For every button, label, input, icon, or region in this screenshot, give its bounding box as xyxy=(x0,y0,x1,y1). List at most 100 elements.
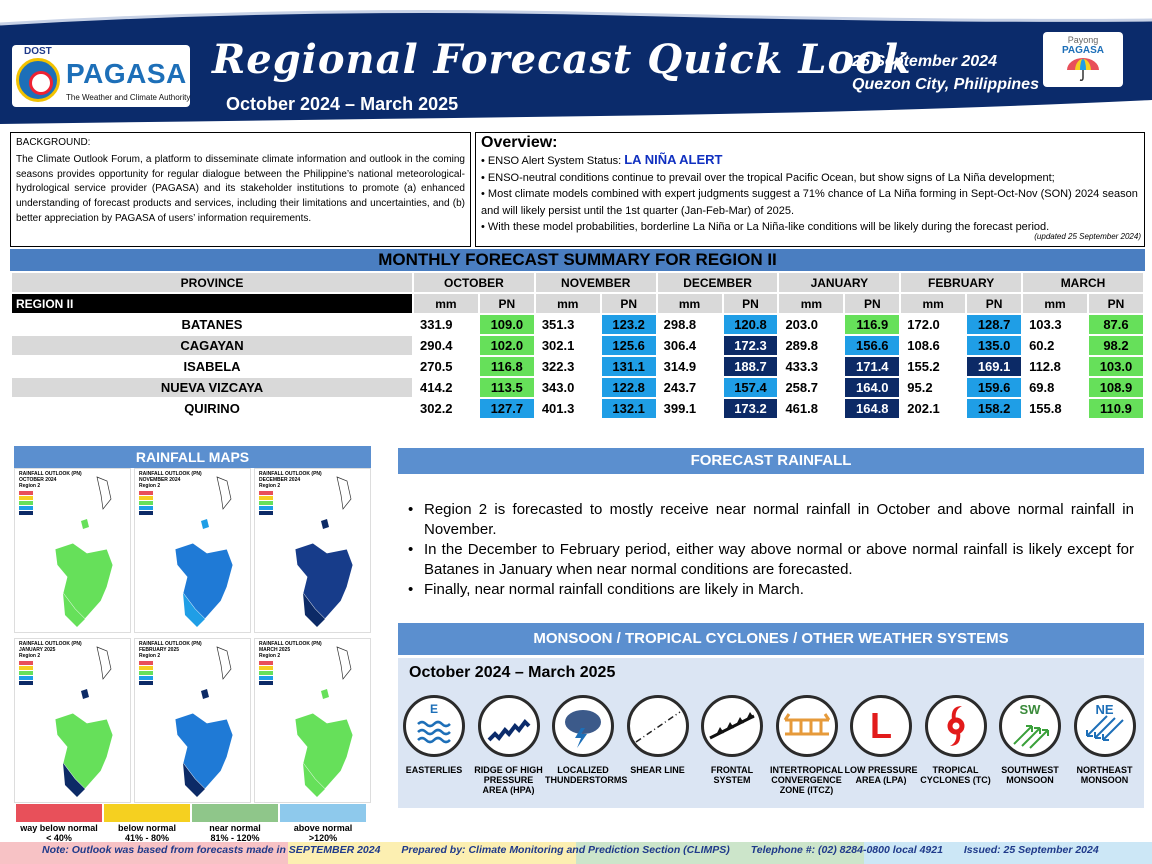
mm-cell: 289.8 xyxy=(779,336,844,355)
province-cell: NUEVA VIZCAYA xyxy=(12,378,412,397)
philippines-inset-map xyxy=(216,646,232,680)
mm-cell: 433.3 xyxy=(779,357,844,376)
shear-line-icon xyxy=(626,695,689,757)
philippines-inset-map xyxy=(336,646,352,680)
batanes-island xyxy=(81,519,89,529)
map-month: NOVEMBER 2024 xyxy=(139,477,181,483)
pn-cell: 103.0 xyxy=(1088,357,1143,376)
weather-system-item: TROPICAL CYCLONES (TC) xyxy=(918,695,994,785)
weather-system-label: TROPICAL CYCLONES (TC) xyxy=(920,765,991,785)
scale-label-name: way below normal xyxy=(20,823,98,833)
southern-province xyxy=(303,593,325,627)
pn-cell: 110.9 xyxy=(1088,399,1143,418)
map-month: DECEMBER 2024 xyxy=(259,477,301,483)
pn-cell: 171.4 xyxy=(845,357,900,376)
mm-cell: 343.0 xyxy=(535,378,600,397)
mm-cell: 95.2 xyxy=(901,378,966,397)
mm-cell: 399.1 xyxy=(657,399,722,418)
weather-system-item: NE NORTHEAST MONSOON xyxy=(1067,695,1143,785)
overview-heading: Overview: xyxy=(481,134,558,151)
month-header: JANUARY xyxy=(779,273,900,292)
pn-cell: 128.7 xyxy=(967,315,1022,334)
map-title: RAINFALL OUTLOOK (PN) xyxy=(139,471,202,477)
map-region: Region 2 xyxy=(259,653,281,659)
weather-system-item: FRONTAL SYSTEM xyxy=(694,695,770,785)
lpa-icon: L xyxy=(850,695,912,757)
zigzag-glyph xyxy=(487,718,530,742)
weather-system-label: LOCALIZED THUNDERSTORMS xyxy=(545,765,628,785)
month-header-row: PROVINCE OCTOBER NOVEMBER DECEMBER JANUA… xyxy=(12,273,1143,292)
northeast-monsoon-icon: NE xyxy=(1073,695,1136,757)
weather-system-label: EASTERLIES xyxy=(405,765,463,775)
mm-cell: 461.8 xyxy=(779,399,844,418)
map-legend-swatch xyxy=(139,661,153,665)
mm-cell: 331.9 xyxy=(414,315,478,334)
map-legend-swatch xyxy=(139,501,153,505)
map-legend-swatch xyxy=(19,496,33,500)
scale-label-range: 81% - 120% xyxy=(210,833,260,843)
map-legend xyxy=(19,661,49,685)
scale-label: below normal 41% - 80% xyxy=(104,823,190,843)
scale-swatch xyxy=(104,804,190,822)
region-map-graphic xyxy=(174,646,234,797)
pn-cell: 169.1 xyxy=(967,357,1022,376)
mm-cell: 203.0 xyxy=(779,315,844,334)
map-legend xyxy=(259,661,289,685)
map-legend-swatch xyxy=(259,491,273,495)
ladder-glyph xyxy=(783,713,830,736)
philippines-inset-map xyxy=(96,476,112,510)
mm-cell: 60.2 xyxy=(1023,336,1087,355)
list-item: Region 2 is forecasted to mostly receive… xyxy=(408,500,1134,539)
pn-cell: 157.4 xyxy=(723,378,778,397)
map-title: RAINFALL OUTLOOK (PN) DECEMBER 2024 Region… xyxy=(259,471,322,489)
map-legend xyxy=(259,491,289,515)
map-region: Region 2 xyxy=(19,653,41,659)
issue-place: Quezon City, Philippines xyxy=(852,76,1039,93)
issue-date: 25 September 2024 xyxy=(852,53,997,70)
pn-cell: 164.8 xyxy=(845,399,900,418)
map-legend-swatch xyxy=(259,511,273,515)
region-map-graphic xyxy=(294,646,354,797)
weather-system-label: INTERTROPICAL CONVERGENCE ZONE (ITCZ) xyxy=(770,765,843,795)
mm-cell: 322.3 xyxy=(535,357,600,376)
easterlies-icon: E xyxy=(403,695,465,757)
table-row: NUEVA VIZCAYA 414.2 113.5 343.0 122.8 243.7 15… xyxy=(12,378,1143,397)
scale-swatch xyxy=(16,804,102,822)
region-ii-mainland xyxy=(174,542,234,620)
month-header: DECEMBER xyxy=(657,273,778,292)
southern-province xyxy=(63,593,85,627)
scale-swatch xyxy=(280,804,366,822)
rainfall-map: RAINFALL OUTLOOK (PN) OCTOBER 2024 Region … xyxy=(14,468,131,633)
weather-system-label: LOW PRESSURE AREA (LPA) xyxy=(844,765,918,785)
weather-systems-title: MONSOON / TROPICAL CYCLONES / OTHER WEAT… xyxy=(398,623,1144,655)
map-region: Region 2 xyxy=(139,483,161,489)
header-banner xyxy=(0,0,1152,126)
rainfall-map: RAINFALL OUTLOOK (PN) JANUARY 2025 Region … xyxy=(14,638,131,803)
mm-header: mm xyxy=(535,294,600,313)
pn-cell: 172.3 xyxy=(723,336,778,355)
mm-cell: 243.7 xyxy=(657,378,722,397)
pagasa-seal-icon xyxy=(16,58,60,102)
pn-cell: 173.2 xyxy=(723,399,778,418)
map-legend xyxy=(19,491,49,515)
map-legend-swatch xyxy=(19,661,33,665)
mm-cell: 155.8 xyxy=(1023,399,1087,418)
pn-cell: 113.5 xyxy=(479,378,534,397)
map-legend-swatch xyxy=(139,681,153,685)
mm-cell: 202.1 xyxy=(901,399,966,418)
scale-label-name: above normal xyxy=(293,823,353,833)
weather-system-item: LOCALIZED THUNDERSTORMS xyxy=(545,695,628,785)
map-region: Region 2 xyxy=(19,483,41,489)
unit-header-row: REGION II mm PN mm PN mm PN mm PN mm PN mm PN xyxy=(12,294,1143,313)
map-legend-swatch xyxy=(139,491,153,495)
month-header: OCTOBER xyxy=(414,273,534,292)
umbrella-icon xyxy=(1067,58,1099,81)
scale-label-name: below normal xyxy=(117,823,176,833)
table-row: BATANES 331.9 109.0 351.3 123.2 298.8 120.8 203… xyxy=(12,315,1143,334)
map-legend-swatch xyxy=(259,676,273,680)
region-ii-mainland xyxy=(294,542,354,620)
map-legend xyxy=(139,661,169,685)
map-month: JANUARY 2025 xyxy=(19,647,56,653)
map-region: Region 2 xyxy=(259,483,281,489)
pn-cell: 125.6 xyxy=(601,336,656,355)
